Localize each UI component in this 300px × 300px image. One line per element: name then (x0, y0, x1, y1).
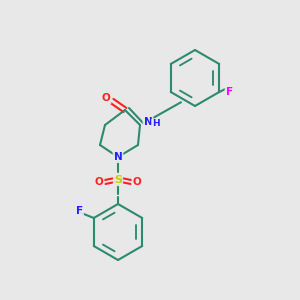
Text: N: N (114, 152, 122, 162)
Text: O: O (102, 93, 110, 103)
Text: O: O (94, 177, 103, 187)
Text: F: F (76, 206, 83, 216)
Text: S: S (114, 175, 122, 185)
Text: O: O (133, 177, 141, 187)
Text: N: N (144, 117, 152, 127)
Text: F: F (226, 87, 233, 97)
Text: H: H (152, 119, 160, 128)
